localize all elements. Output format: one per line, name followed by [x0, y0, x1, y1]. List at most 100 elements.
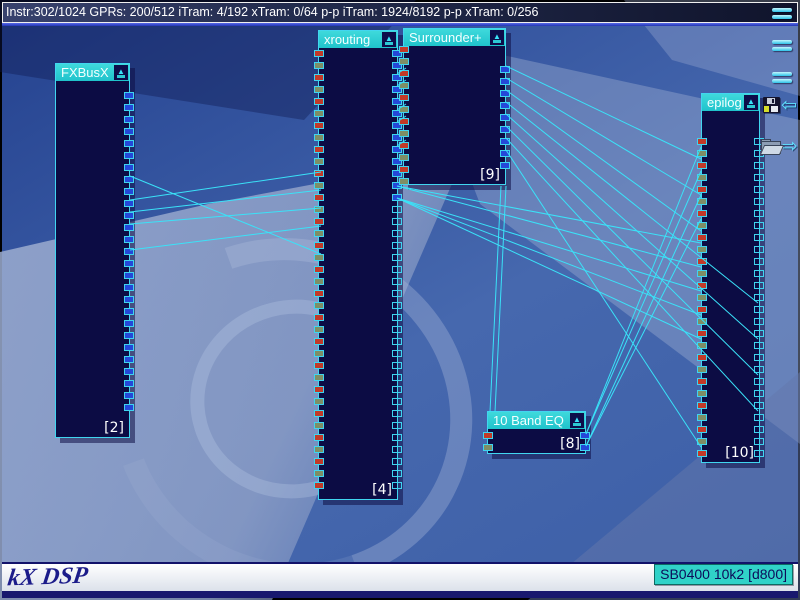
left-pin[interactable] — [314, 314, 324, 321]
collapse-up-icon[interactable]: ▲ — [114, 65, 128, 80]
left-pin[interactable] — [314, 290, 324, 297]
left-pin[interactable] — [399, 46, 409, 53]
right-pin[interactable] — [124, 236, 134, 243]
collapse-up-icon[interactable]: ▲ — [490, 30, 504, 45]
right-pin[interactable] — [124, 212, 134, 219]
right-pin[interactable] — [754, 294, 764, 301]
right-pin[interactable] — [124, 296, 134, 303]
left-pin[interactable] — [697, 174, 707, 181]
left-pin[interactable] — [314, 242, 324, 249]
left-pin[interactable] — [314, 62, 324, 69]
right-pin[interactable] — [580, 432, 590, 439]
left-pin[interactable] — [697, 306, 707, 313]
right-pin[interactable] — [580, 444, 590, 451]
right-pin[interactable] — [754, 222, 764, 229]
module-title-bar[interactable]: FXBusX ▲ — [56, 64, 129, 81]
collapse-up-icon[interactable]: ▲ — [570, 413, 584, 428]
left-pin[interactable] — [314, 182, 324, 189]
left-pin[interactable] — [314, 470, 324, 477]
right-pin[interactable] — [500, 138, 510, 145]
right-pin[interactable] — [124, 380, 134, 387]
left-pin[interactable] — [314, 446, 324, 453]
right-pin[interactable] — [124, 164, 134, 171]
left-pin[interactable] — [697, 354, 707, 361]
right-pin[interactable] — [124, 356, 134, 363]
right-pin[interactable] — [124, 224, 134, 231]
module-xrouting[interactable]: xrouting ▲ [4] — [314, 30, 402, 500]
left-pin[interactable] — [697, 234, 707, 241]
left-pin[interactable] — [697, 318, 707, 325]
right-pin[interactable] — [392, 314, 402, 321]
right-pin[interactable] — [124, 260, 134, 267]
left-pin[interactable] — [314, 302, 324, 309]
left-pin[interactable] — [314, 398, 324, 405]
left-pin[interactable] — [314, 110, 324, 117]
left-pin[interactable] — [314, 410, 324, 417]
right-pin[interactable] — [754, 342, 764, 349]
export-settings-control[interactable]: ⇨ — [759, 137, 798, 156]
right-pin[interactable] — [124, 332, 134, 339]
left-pin[interactable] — [314, 278, 324, 285]
left-pin[interactable] — [399, 82, 409, 89]
left-pin[interactable] — [697, 198, 707, 205]
right-pin[interactable] — [392, 446, 402, 453]
left-pin[interactable] — [314, 170, 324, 177]
right-pin[interactable] — [754, 390, 764, 397]
module-surrounder-[interactable]: Surrounder+ ▲ [9] — [399, 28, 510, 185]
right-pin[interactable] — [392, 362, 402, 369]
right-pin[interactable] — [754, 234, 764, 241]
left-pin[interactable] — [697, 186, 707, 193]
right-pin[interactable] — [392, 422, 402, 429]
left-pin[interactable] — [697, 438, 707, 445]
right-pin[interactable] — [124, 140, 134, 147]
left-pin[interactable] — [697, 414, 707, 421]
right-pin[interactable] — [392, 302, 402, 309]
left-pin[interactable] — [697, 258, 707, 265]
collapse-up-icon[interactable]: ▲ — [744, 95, 758, 110]
right-pin[interactable] — [392, 338, 402, 345]
right-pin[interactable] — [392, 218, 402, 225]
right-pin[interactable] — [124, 320, 134, 327]
right-pin[interactable] — [754, 246, 764, 253]
left-pin[interactable] — [314, 194, 324, 201]
right-pin[interactable] — [392, 350, 402, 357]
right-pin[interactable] — [392, 230, 402, 237]
right-pin[interactable] — [392, 266, 402, 273]
left-pin[interactable] — [399, 94, 409, 101]
right-pin[interactable] — [124, 344, 134, 351]
left-pin[interactable] — [314, 230, 324, 237]
left-pin[interactable] — [314, 338, 324, 345]
module-title-bar[interactable]: Surrounder+ ▲ — [404, 29, 505, 46]
right-pin[interactable] — [392, 482, 402, 489]
left-pin[interactable] — [314, 350, 324, 357]
module-epilog[interactable]: epilog ▲ [10] — [697, 93, 764, 463]
right-pin[interactable] — [392, 146, 402, 153]
left-pin[interactable] — [314, 206, 324, 213]
right-pin[interactable] — [392, 458, 402, 465]
left-pin[interactable] — [697, 282, 707, 289]
left-pin[interactable] — [697, 246, 707, 253]
left-pin[interactable] — [314, 422, 324, 429]
right-pin[interactable] — [754, 426, 764, 433]
right-pin[interactable] — [754, 258, 764, 265]
right-pin[interactable] — [392, 398, 402, 405]
right-pin[interactable] — [500, 114, 510, 121]
right-pin[interactable] — [500, 150, 510, 157]
left-pin[interactable] — [314, 266, 324, 273]
right-pin[interactable] — [754, 402, 764, 409]
left-pin[interactable] — [399, 142, 409, 149]
right-pin[interactable] — [392, 386, 402, 393]
left-pin[interactable] — [314, 254, 324, 261]
left-pin[interactable] — [314, 326, 324, 333]
left-pin[interactable] — [314, 86, 324, 93]
right-pin[interactable] — [754, 318, 764, 325]
import-settings-control[interactable]: ⇦ — [763, 96, 797, 115]
right-pin[interactable] — [754, 414, 764, 421]
right-pin[interactable] — [500, 66, 510, 73]
right-pin[interactable] — [124, 308, 134, 315]
left-pin[interactable] — [697, 294, 707, 301]
left-pin[interactable] — [314, 74, 324, 81]
toolbar-pill-button-3[interactable] — [769, 70, 795, 84]
left-pin[interactable] — [399, 130, 409, 137]
left-pin[interactable] — [314, 158, 324, 165]
